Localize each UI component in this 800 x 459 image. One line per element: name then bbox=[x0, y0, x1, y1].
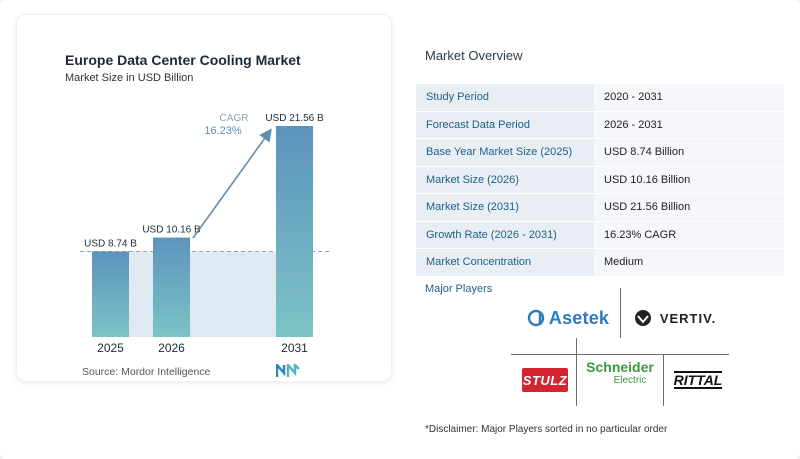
stulz-wordmark: STULZ bbox=[522, 372, 568, 388]
data-label-2031: USD 21.56 B bbox=[265, 113, 324, 124]
cagr-label: CAGR bbox=[220, 113, 249, 124]
table-row: Market Concentration Medium bbox=[416, 248, 784, 277]
row-key: Study Period bbox=[416, 84, 594, 112]
logo-divider bbox=[663, 354, 664, 406]
row-value: 2020 - 2031 bbox=[594, 84, 784, 112]
vertiv-logo: VERTIV. bbox=[630, 307, 720, 329]
asetek-mark-icon bbox=[527, 309, 545, 327]
data-label-2026: USD 10.16 B bbox=[142, 225, 201, 236]
bar-chart: USD 8.74 B 2025 USD 10.16 B 2026 USD 21.56 B… bbox=[80, 113, 330, 355]
row-value: 16.23% CAGR bbox=[594, 221, 784, 249]
vertiv-mark-icon bbox=[634, 310, 651, 326]
market-overview-table: Study Period 2020 - 2031 Forecast Data Pe… bbox=[416, 84, 784, 277]
x-tick-label-2025: 2025 bbox=[97, 341, 124, 355]
row-value: USD 10.16 Billion bbox=[594, 166, 784, 194]
disclaimer: *Disclaimer: Major Players sorted in no … bbox=[425, 424, 668, 435]
table-row: Base Year Market Size (2025) USD 8.74 Bil… bbox=[416, 138, 784, 167]
logo-divider bbox=[620, 288, 621, 338]
row-value: 2026 - 2031 bbox=[594, 111, 784, 139]
table-row: Growth Rate (2026 - 2031) 16.23% CAGR bbox=[416, 221, 784, 249]
row-key: Forecast Data Period bbox=[416, 111, 594, 139]
rittal-logo: RITTAL bbox=[667, 368, 729, 392]
bar-2025 bbox=[92, 251, 129, 337]
asetek-wordmark: Asetek bbox=[548, 307, 610, 328]
market-overview-title: Market Overview bbox=[425, 48, 523, 63]
chart-source: Source: Mordor Intelligence bbox=[82, 366, 211, 378]
chart-title: Europe Data Center Cooling Market bbox=[65, 52, 301, 68]
logo-divider bbox=[511, 354, 729, 355]
bar-2031 bbox=[276, 126, 313, 337]
cagr-arrow bbox=[192, 128, 272, 239]
electric-wordmark: Electric bbox=[613, 375, 647, 386]
mordor-logo-icon bbox=[276, 364, 300, 377]
row-key: Growth Rate (2026 - 2031) bbox=[416, 221, 594, 249]
row-key: Market Size (2031) bbox=[416, 193, 594, 222]
logo-divider bbox=[576, 338, 577, 406]
x-tick-label-2026: 2026 bbox=[158, 341, 185, 355]
row-value: Medium bbox=[594, 248, 784, 277]
chart-subtitle: Market Size in USD Billion bbox=[65, 72, 194, 84]
asetek-logo: Asetek bbox=[520, 305, 615, 331]
table-row: Study Period 2020 - 2031 bbox=[416, 84, 784, 112]
row-key: Market Size (2026) bbox=[416, 166, 594, 194]
schneider-wordmark: Schneider bbox=[586, 359, 654, 375]
data-label-2025: USD 8.74 B bbox=[84, 238, 137, 249]
vertiv-wordmark: VERTIV. bbox=[659, 310, 717, 326]
stulz-logo: STULZ bbox=[522, 368, 568, 392]
schneider-electric-logo: Schneider Electric bbox=[580, 358, 660, 388]
row-value: USD 21.56 Billion bbox=[594, 193, 784, 222]
row-key: Base Year Market Size (2025) bbox=[416, 138, 594, 167]
major-players-title: Major Players bbox=[425, 283, 493, 295]
x-tick-label-2031: 2031 bbox=[281, 341, 308, 355]
row-key: Market Concentration bbox=[416, 248, 594, 277]
table-row: Forecast Data Period 2026 - 2031 bbox=[416, 111, 784, 139]
bar-2026 bbox=[153, 237, 190, 337]
table-row: Market Size (2026) USD 10.16 Billion bbox=[416, 166, 784, 194]
table-row: Market Size (2031) USD 21.56 Billion bbox=[416, 193, 784, 222]
rittal-wordmark: RITTAL bbox=[673, 371, 723, 389]
row-value: USD 8.74 Billion bbox=[594, 138, 784, 167]
cagr-value: 16.23% bbox=[204, 125, 242, 137]
